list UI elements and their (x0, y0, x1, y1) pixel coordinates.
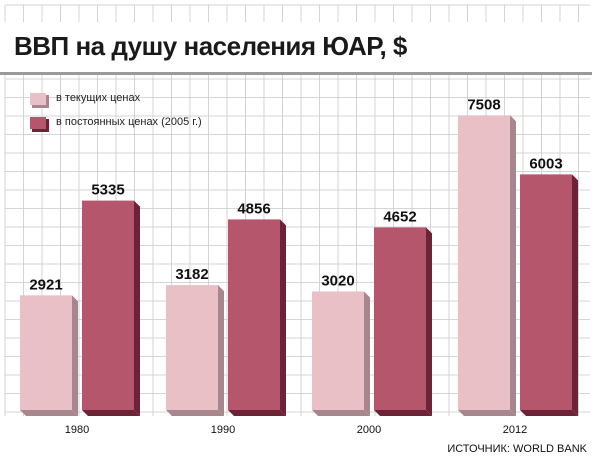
bar-bottom-1980-constant (82, 410, 140, 416)
bar-bottom-1990-current (166, 410, 224, 416)
bar-side-1980-constant (134, 200, 140, 416)
bar-bottom-2000-current (312, 410, 370, 416)
bar-side-1980-current (72, 295, 78, 416)
bar-1990-constant (228, 219, 280, 410)
x-tick-labels: 1980 1990 2000 2012 (65, 424, 527, 436)
bar-1980-current (20, 295, 72, 410)
legend-swatch-constant-bottom (32, 129, 49, 132)
bar-bottom-1980-current (20, 410, 78, 416)
legend-swatch-current (30, 93, 46, 105)
bar-1990-current (166, 285, 218, 410)
bar-side-2012-constant (572, 174, 578, 416)
x-tick-label-1990: 1990 (211, 424, 235, 436)
data-label-2012-current: 7508 (467, 96, 500, 113)
bar-side-1990-current (218, 285, 224, 416)
data-labels: 2921 5335 3182 4856 3020 4652 7508 6003 (29, 96, 562, 293)
chart-title: ВВП на душу населения ЮАР, $ (14, 31, 407, 61)
x-tick-label-2000: 2000 (357, 424, 381, 436)
bar-1980-constant (82, 200, 134, 410)
data-label-2012-constant: 6003 (529, 155, 562, 172)
legend-swatch-current-side (46, 95, 49, 107)
x-tick-label-2012: 2012 (503, 424, 527, 436)
chart-title-box: ВВП на душу населения ЮАР, $ (0, 22, 592, 72)
data-label-1990-constant: 4856 (237, 200, 270, 217)
bar-bottom-1990-constant (228, 410, 286, 416)
data-label-1980-constant: 5335 (91, 182, 124, 199)
data-label-1990-current: 3182 (175, 266, 208, 283)
bar-side-1990-constant (280, 219, 286, 416)
bar-2012-constant (520, 174, 572, 410)
source-note: ИСТОЧНИК: WORLD BANK (447, 443, 587, 455)
legend-swatch-constant (30, 117, 46, 129)
bar-bottom-2012-constant (520, 410, 578, 416)
legend-label-current: в текущих ценах (56, 92, 141, 104)
x-tick-label-1980: 1980 (65, 424, 89, 436)
title-shadow (0, 72, 592, 75)
bar-2000-current (312, 291, 364, 410)
legend-swatch-current-bottom (32, 105, 49, 108)
data-label-2000-current: 3020 (321, 272, 354, 289)
bar-side-2000-constant (426, 227, 432, 416)
bar-2012-current (458, 115, 510, 410)
bars (20, 115, 578, 416)
data-label-2000-constant: 4652 (383, 208, 416, 225)
data-label-1980-current: 2921 (29, 276, 62, 293)
bar-2000-constant (374, 227, 426, 410)
bar-bottom-2000-constant (374, 410, 432, 416)
legend-label-constant: в постоянных ценах (2005 г.) (56, 116, 202, 128)
bar-bottom-2012-current (458, 410, 516, 416)
legend-swatch-constant-side (46, 119, 49, 131)
bar-side-2012-current (510, 115, 516, 416)
bar-side-2000-current (364, 291, 370, 416)
